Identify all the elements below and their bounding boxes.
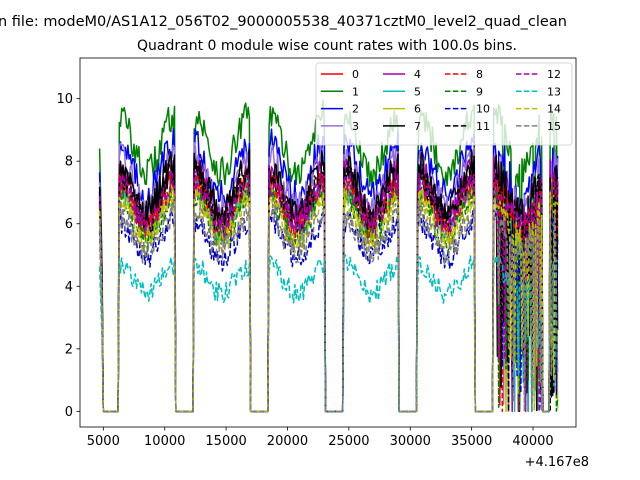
x-tick-label: 30000 — [390, 434, 431, 449]
legend-box — [315, 62, 573, 146]
y-tick-label: 10 — [56, 92, 73, 107]
series-line-7 — [98, 148, 559, 413]
suptitle: n file: modeM0/AS1A12_056T02_9000005538_… — [0, 14, 567, 30]
y-axis: 0 2 4 6 8 10 — [56, 92, 80, 420]
legend-label-12: 12 — [547, 68, 561, 81]
x-tick-label: 40000 — [512, 434, 553, 449]
legend-label-7: 7 — [414, 120, 421, 133]
legend-label-0: 0 — [352, 68, 359, 81]
series-line-13 — [98, 254, 559, 413]
legend-label-4: 4 — [414, 68, 421, 81]
legend-label-10: 10 — [476, 103, 490, 116]
y-tick-label: 2 — [65, 342, 73, 357]
x-tick-label: 20000 — [267, 434, 308, 449]
legend-label-3: 3 — [352, 120, 359, 133]
legend-label-15: 15 — [547, 120, 561, 133]
series-line-6 — [98, 176, 559, 413]
series-line-15 — [98, 199, 559, 413]
legend-label-11: 11 — [476, 120, 490, 133]
x-tick-label: 5000 — [87, 434, 120, 449]
y-tick-label: 4 — [65, 280, 73, 295]
legend-label-14: 14 — [547, 103, 561, 116]
x-tick-label: 15000 — [205, 434, 246, 449]
x-offset-label: +4.167e8 — [525, 455, 589, 470]
y-tick-label: 8 — [65, 155, 73, 170]
legend-label-5: 5 — [414, 85, 421, 98]
plot-area — [98, 99, 559, 413]
x-axis: 5000 10000 15000 20000 25000 30000 35000 40000 — [87, 427, 554, 449]
series-line-10 — [98, 205, 559, 413]
legend-label-13: 13 — [547, 85, 561, 98]
y-tick-label: 0 — [65, 405, 73, 420]
axes-frame — [79, 57, 577, 428]
series-line-5 — [98, 176, 559, 413]
chart-title: Quadrant 0 module wise count rates with … — [137, 38, 517, 54]
legend-label-2: 2 — [352, 103, 359, 116]
x-tick-label: 25000 — [328, 434, 369, 449]
legend-label-6: 6 — [414, 103, 421, 116]
x-tick-label: 10000 — [144, 434, 185, 449]
legend-label-1: 1 — [352, 85, 359, 98]
axes-border — [79, 57, 577, 428]
legend-label-9: 9 — [476, 85, 483, 98]
y-tick-label: 6 — [65, 217, 73, 232]
legend-label-8: 8 — [476, 68, 483, 81]
x-tick-label: 35000 — [451, 434, 492, 449]
series-line-3 — [98, 141, 559, 413]
